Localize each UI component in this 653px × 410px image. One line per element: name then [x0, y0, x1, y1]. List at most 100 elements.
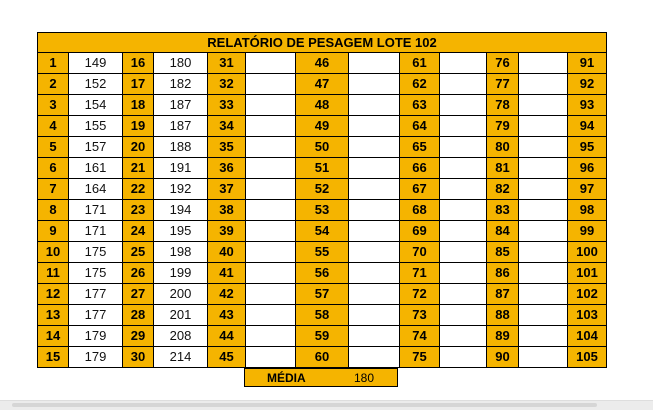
weight-cell: 171 [68, 199, 123, 221]
animal-number-cell: 92 [567, 73, 607, 95]
animal-number-cell: 82 [486, 178, 519, 200]
weight-cell: 180 [153, 52, 208, 74]
animal-number-cell: 43 [207, 304, 246, 326]
weight-cell [245, 220, 296, 242]
animal-number-cell: 58 [295, 304, 349, 326]
animal-number-cell: 4 [37, 115, 69, 137]
animal-number-cell: 55 [295, 241, 349, 263]
weight-cell [518, 73, 568, 95]
animal-number-cell: 103 [567, 304, 607, 326]
weight-cell: 152 [68, 73, 123, 95]
animal-number-cell: 79 [486, 115, 519, 137]
weight-cell: 182 [153, 73, 208, 95]
table-row: 2 152 17 182 32 47 62 77 92 [37, 73, 607, 95]
animal-number-cell: 49 [295, 115, 349, 137]
average-box: MÉDIA 180 [244, 368, 398, 387]
animal-number-cell: 68 [399, 199, 440, 221]
weight-cell [439, 325, 487, 347]
weight-cell: 177 [68, 304, 123, 326]
animal-number-cell: 54 [295, 220, 349, 242]
animal-number-cell: 84 [486, 220, 519, 242]
animal-number-cell: 21 [122, 157, 154, 179]
weight-cell [518, 178, 568, 200]
animal-number-cell: 87 [486, 283, 519, 305]
animal-number-cell: 101 [567, 262, 607, 284]
animal-number-cell: 19 [122, 115, 154, 137]
weight-cell: 155 [68, 115, 123, 137]
weight-cell [245, 199, 296, 221]
animal-number-cell: 89 [486, 325, 519, 347]
table-row: 10 175 25 198 40 55 70 85 100 [37, 241, 607, 263]
weight-cell [439, 262, 487, 284]
scrollbar-thumb[interactable] [12, 403, 597, 407]
animal-number-cell: 34 [207, 115, 246, 137]
animal-number-cell: 10 [37, 241, 69, 263]
weighing-report-table: RELATÓRIO DE PESAGEM LOTE 102 1 149 16 180 3… [37, 32, 607, 368]
animal-number-cell: 70 [399, 241, 440, 263]
weight-cell [518, 283, 568, 305]
weight-cell [518, 115, 568, 137]
weight-cell: 164 [68, 178, 123, 200]
animal-number-cell: 46 [295, 52, 349, 74]
animal-number-cell: 22 [122, 178, 154, 200]
weight-cell [348, 241, 400, 263]
animal-number-cell: 2 [37, 73, 69, 95]
animal-number-cell: 100 [567, 241, 607, 263]
animal-number-cell: 98 [567, 199, 607, 221]
animal-number-cell: 67 [399, 178, 440, 200]
weight-cell: 208 [153, 325, 208, 347]
animal-number-cell: 77 [486, 73, 519, 95]
animal-number-cell: 29 [122, 325, 154, 347]
animal-number-cell: 86 [486, 262, 519, 284]
table-row: 9 171 24 195 39 54 69 84 99 [37, 220, 607, 242]
weight-cell [439, 52, 487, 74]
animal-number-cell: 50 [295, 136, 349, 158]
weight-cell [348, 52, 400, 74]
weight-cell [348, 325, 400, 347]
animal-number-cell: 53 [295, 199, 349, 221]
table-row: 6 161 21 191 36 51 66 81 96 [37, 157, 607, 179]
weight-cell [518, 220, 568, 242]
animal-number-cell: 99 [567, 220, 607, 242]
animal-number-cell: 39 [207, 220, 246, 242]
animal-number-cell: 91 [567, 52, 607, 74]
weight-cell [439, 178, 487, 200]
weight-cell [245, 73, 296, 95]
weight-cell [518, 304, 568, 326]
animal-number-cell: 104 [567, 325, 607, 347]
weight-cell [348, 283, 400, 305]
animal-number-cell: 35 [207, 136, 246, 158]
animal-number-cell: 56 [295, 262, 349, 284]
animal-number-cell: 105 [567, 346, 607, 368]
animal-number-cell: 76 [486, 52, 519, 74]
weight-cell [439, 241, 487, 263]
weight-cell: 192 [153, 178, 208, 200]
animal-number-cell: 94 [567, 115, 607, 137]
animal-number-cell: 37 [207, 178, 246, 200]
animal-number-cell: 30 [122, 346, 154, 368]
animal-number-cell: 63 [399, 94, 440, 116]
average-value: 180 [354, 371, 375, 385]
animal-number-cell: 11 [37, 262, 69, 284]
weight-cell: 179 [68, 325, 123, 347]
animal-number-cell: 95 [567, 136, 607, 158]
animal-number-cell: 31 [207, 52, 246, 74]
animal-number-cell: 72 [399, 283, 440, 305]
weight-cell [439, 304, 487, 326]
animal-number-cell: 71 [399, 262, 440, 284]
weight-cell: 154 [68, 94, 123, 116]
weight-cell [439, 136, 487, 158]
weight-cell [439, 73, 487, 95]
animal-number-cell: 17 [122, 73, 154, 95]
weight-cell [518, 136, 568, 158]
weight-cell [518, 199, 568, 221]
weight-cell: 175 [68, 241, 123, 263]
animal-number-cell: 24 [122, 220, 154, 242]
animal-number-cell: 88 [486, 304, 519, 326]
weight-cell: 214 [153, 346, 208, 368]
weight-cell: 171 [68, 220, 123, 242]
animal-number-cell: 3 [37, 94, 69, 116]
weight-cell: 187 [153, 115, 208, 137]
animal-number-cell: 73 [399, 304, 440, 326]
animal-number-cell: 44 [207, 325, 246, 347]
